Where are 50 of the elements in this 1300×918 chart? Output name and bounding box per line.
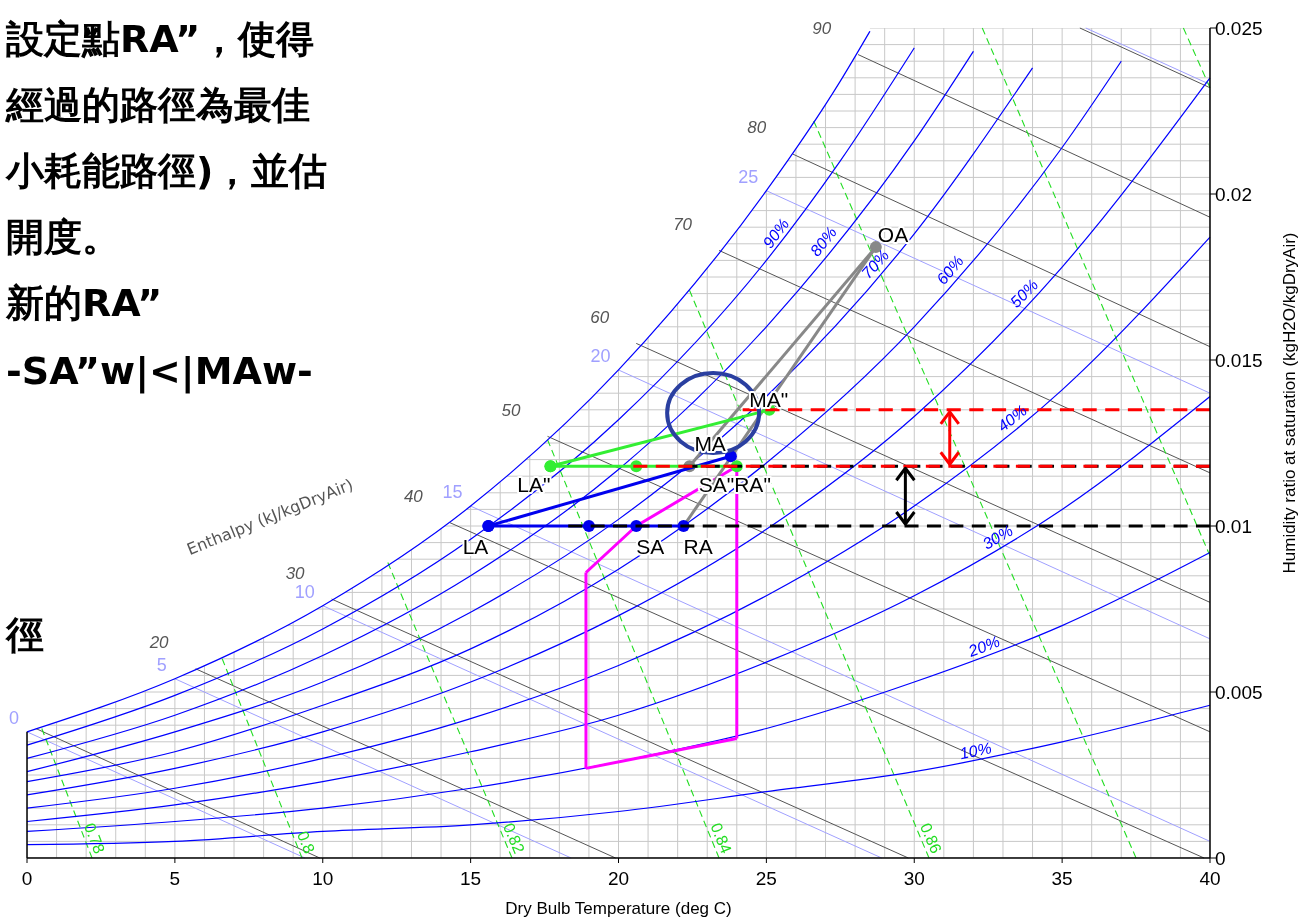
x-tick-label: 30	[903, 868, 925, 889]
y-tick-label: 0.02	[1215, 184, 1252, 205]
series-label: 40	[403, 487, 424, 507]
text: 0.78	[81, 820, 109, 856]
series-label: 90	[812, 18, 832, 38]
annotation: OA	[877, 223, 909, 247]
annotation: 設定點RA”，使得	[5, 17, 315, 61]
text: 20%	[965, 632, 1003, 661]
annotation: 新的RA”	[5, 281, 163, 325]
x-tick-label: 0	[21, 868, 33, 889]
y-tick-label: 0.025	[1215, 18, 1263, 39]
y-tick-label: 0.005	[1215, 682, 1263, 703]
text: 30%	[979, 521, 1016, 553]
x-tick-label: 15	[460, 868, 482, 889]
annotation: -SA”w|<|MAw-	[6, 349, 313, 394]
x-tick-label: 25	[755, 868, 777, 889]
annotation: 開度。	[6, 215, 120, 259]
series-label: 30	[285, 563, 306, 583]
x-axis-title: Dry Bulb Temperature (deg C)	[505, 899, 732, 918]
text: 10%	[958, 739, 994, 763]
series-label: 15	[442, 482, 463, 503]
y-axis-title: Humidity ratio at saturation (kgH2O/kgDryAir)	[1280, 232, 1299, 574]
text: 0.82	[500, 820, 528, 856]
x-tick-label: 40	[1199, 868, 1221, 889]
series-label: 50	[501, 401, 521, 421]
text: 0.84	[707, 820, 735, 856]
y-tick-label: 0.015	[1215, 350, 1263, 371]
annotation: 徑	[5, 613, 44, 657]
y-tick-label: 0.01	[1215, 516, 1252, 537]
y-tick-label: 0	[1215, 848, 1226, 869]
series-label: 0	[8, 707, 19, 728]
x-tick-label: 5	[169, 868, 181, 889]
text: 40%	[994, 401, 1030, 435]
annotation: 經過的路徑為最佳	[5, 83, 310, 127]
series-label: 20	[148, 633, 170, 653]
series-label: 25	[738, 166, 759, 187]
annotation: RA	[683, 535, 713, 558]
series-label: 10	[294, 581, 315, 602]
x-tick-label: 20	[607, 868, 630, 889]
x-tick-label: 10	[312, 868, 334, 889]
series-label: 5	[156, 654, 167, 675]
series-label: 80	[747, 118, 767, 138]
series-label: 20	[590, 345, 611, 366]
annotation: LA	[462, 535, 489, 558]
text: 0.8	[293, 828, 319, 856]
text: 0.86	[917, 820, 945, 856]
series-label: 70	[673, 214, 693, 234]
series-label: 60	[590, 307, 610, 327]
x-tick-label: 35	[1051, 868, 1073, 889]
annotation: 小耗能路徑)，並估	[5, 149, 328, 193]
